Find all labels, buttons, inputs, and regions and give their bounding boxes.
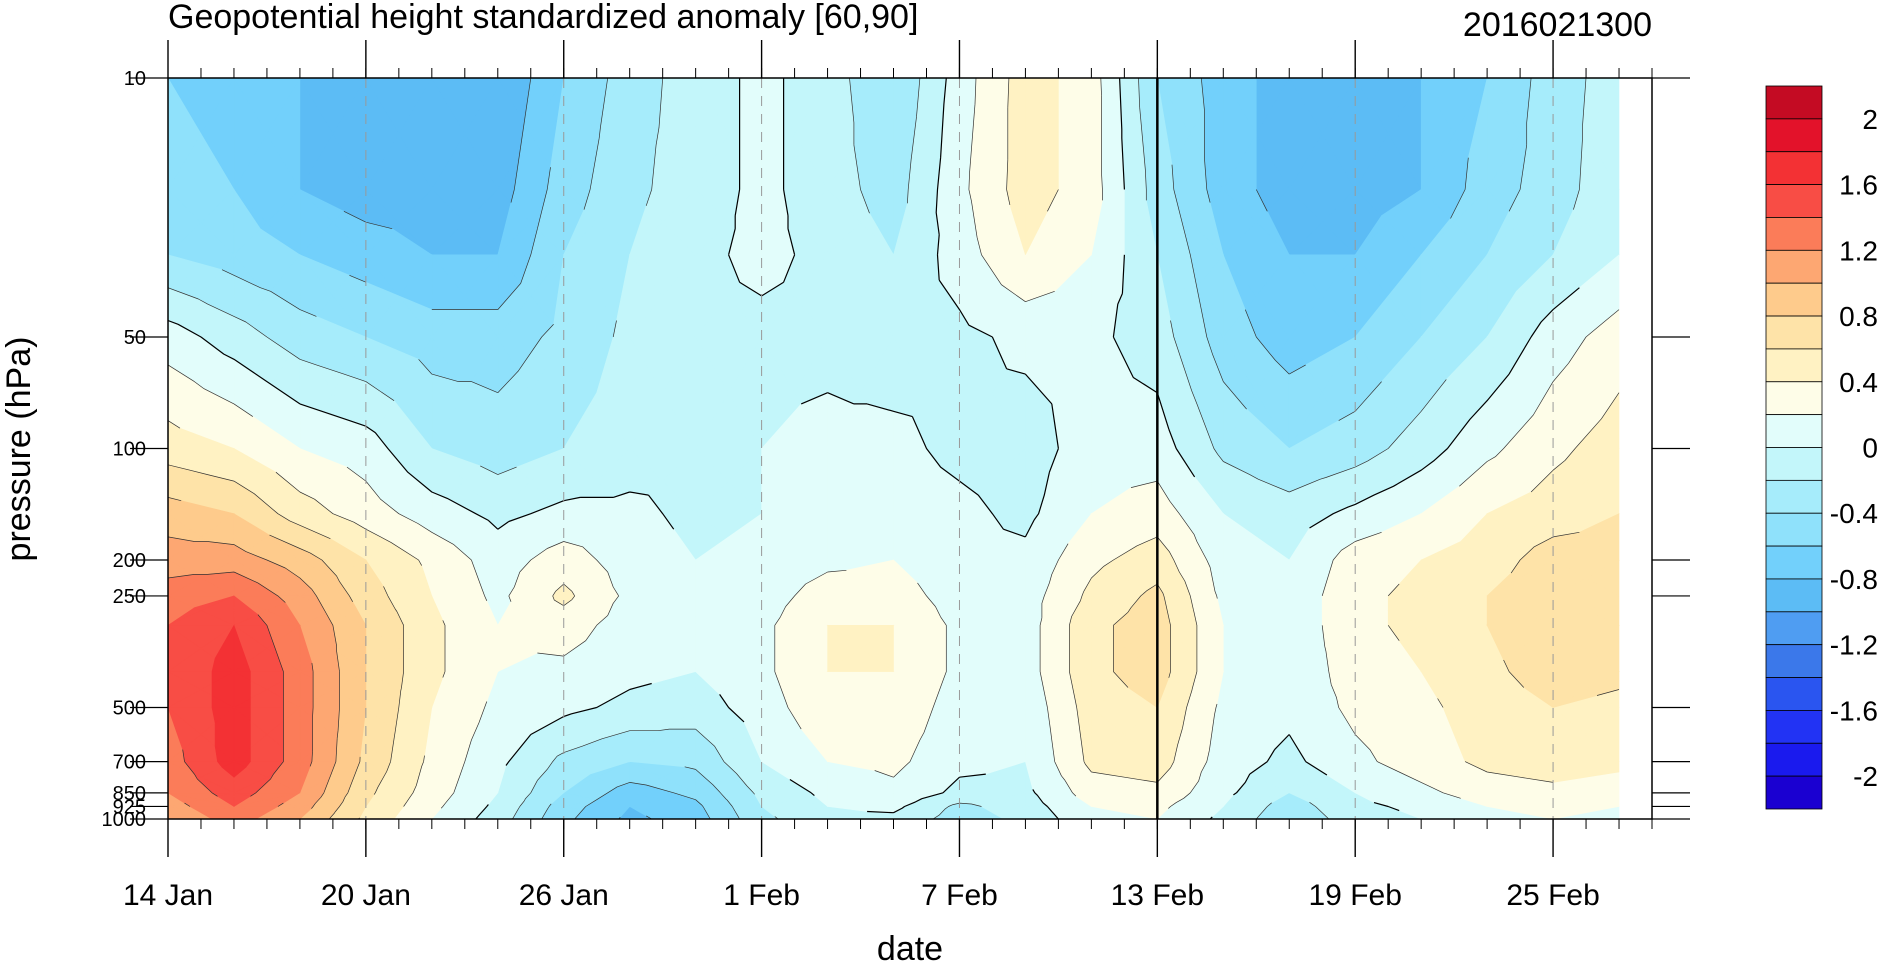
- colorbar-swatch: [1765, 479, 1823, 514]
- colorbar-swatch: [1765, 775, 1823, 810]
- x-tick-label: 19 Feb: [1308, 879, 1401, 912]
- y-tick-label: 500: [113, 697, 146, 719]
- colorbar-swatch: [1765, 611, 1823, 646]
- colorbar-label: 0.8: [1839, 301, 1878, 332]
- contour-band: [211, 624, 252, 778]
- contour-line: [349, 78, 1469, 819]
- colorbar-swatch: [1765, 644, 1823, 678]
- colorbar-swatch: [1765, 512, 1823, 547]
- contour-line: [168, 78, 1580, 819]
- colorbar-label: 0.4: [1839, 367, 1878, 398]
- contour-line: [168, 571, 314, 807]
- colorbar-swatch: [1765, 118, 1823, 153]
- contour-line: [168, 464, 1620, 819]
- x-tick-label: 20 Jan: [321, 879, 411, 912]
- colorbar-swatch: [1765, 348, 1823, 383]
- colorbar-swatch: [1765, 742, 1823, 777]
- y-tick-label: 925: [113, 796, 146, 818]
- colorbar-swatch: [1765, 545, 1823, 580]
- colorbar-swatch: [1765, 414, 1823, 448]
- colorbar-swatch: [1765, 710, 1823, 744]
- contour-line: [168, 497, 361, 819]
- y-tick-label: 850: [113, 783, 146, 805]
- colorbar-label: -0.4: [1830, 498, 1878, 529]
- contour-line: [343, 78, 1268, 819]
- x-tick-label: 7 Feb: [921, 879, 998, 912]
- run-label: 2016021300: [1463, 6, 1652, 44]
- colorbar-swatch: [1765, 151, 1823, 185]
- colorbar-swatch: [1765, 85, 1823, 120]
- colorbar-swatch: [1765, 249, 1823, 284]
- y-tick-label: 50: [124, 327, 146, 349]
- contour-line: [168, 78, 1587, 819]
- x-tick-label: 26 Jan: [519, 879, 609, 912]
- x-tick-label: 1 Feb: [723, 879, 800, 912]
- colorbar-swatch: [1765, 447, 1823, 481]
- contour-line: [168, 78, 1620, 807]
- y-tick-label: 1000: [102, 809, 147, 831]
- y-tick-label: 250: [113, 586, 146, 608]
- colorbar-swatch: [1765, 217, 1823, 251]
- x-tick-label: 25 Feb: [1506, 879, 1599, 912]
- contour-fill: [168, 78, 1620, 819]
- colorbar-label: -0.8: [1830, 564, 1878, 595]
- contour-line: [182, 614, 284, 797]
- date-gridlines: [365, 78, 1554, 819]
- y-tick-label: 100: [113, 439, 146, 461]
- colorbar-label: 1.2: [1839, 235, 1878, 266]
- colorbar-swatch: [1765, 282, 1823, 317]
- colorbar-swatch: [1765, 578, 1823, 613]
- colorbar-swatch: [1765, 184, 1823, 218]
- chart-title: Geopotential height standardized anomaly…: [168, 0, 918, 36]
- colorbar-swatch: [1765, 677, 1823, 711]
- colorbar-swatch: [1765, 381, 1823, 416]
- colorbar-label: 1.6: [1839, 170, 1878, 201]
- y-tick-label: 10: [124, 68, 146, 90]
- x-axis: 14 Jan 20 Jan 26 Jan 1 Feb 7 Feb 13 Feb 19 Feb…: [123, 40, 1653, 912]
- colorbar-swatch: [1765, 315, 1823, 350]
- x-tick-label: 13 Feb: [1111, 879, 1204, 912]
- contour-line: [168, 78, 1620, 809]
- contour-line: [221, 78, 1532, 819]
- y-tick-label: 200: [113, 550, 146, 572]
- colorbar-label: -2: [1853, 761, 1878, 792]
- contour-lines: [168, 78, 1620, 819]
- colorbar-label: 0: [1862, 433, 1878, 464]
- colorbar-label: 2: [1862, 104, 1878, 135]
- x-tick-label: 14 Jan: [123, 879, 213, 912]
- colorbar-label: -1.2: [1830, 630, 1878, 661]
- contour-band: [168, 595, 285, 808]
- contour-line: [168, 536, 340, 809]
- colorbar-label: -1.6: [1830, 695, 1878, 726]
- y-axis-label: pressure (hPa): [0, 337, 38, 562]
- x-axis-label: date: [877, 930, 943, 963]
- colorbar: 2 1.6 1.2 0.8 0.4 0 -0.4 -0.8 -1.2 -1.6 -2: [1765, 85, 1878, 810]
- y-tick-label: 700: [113, 752, 146, 774]
